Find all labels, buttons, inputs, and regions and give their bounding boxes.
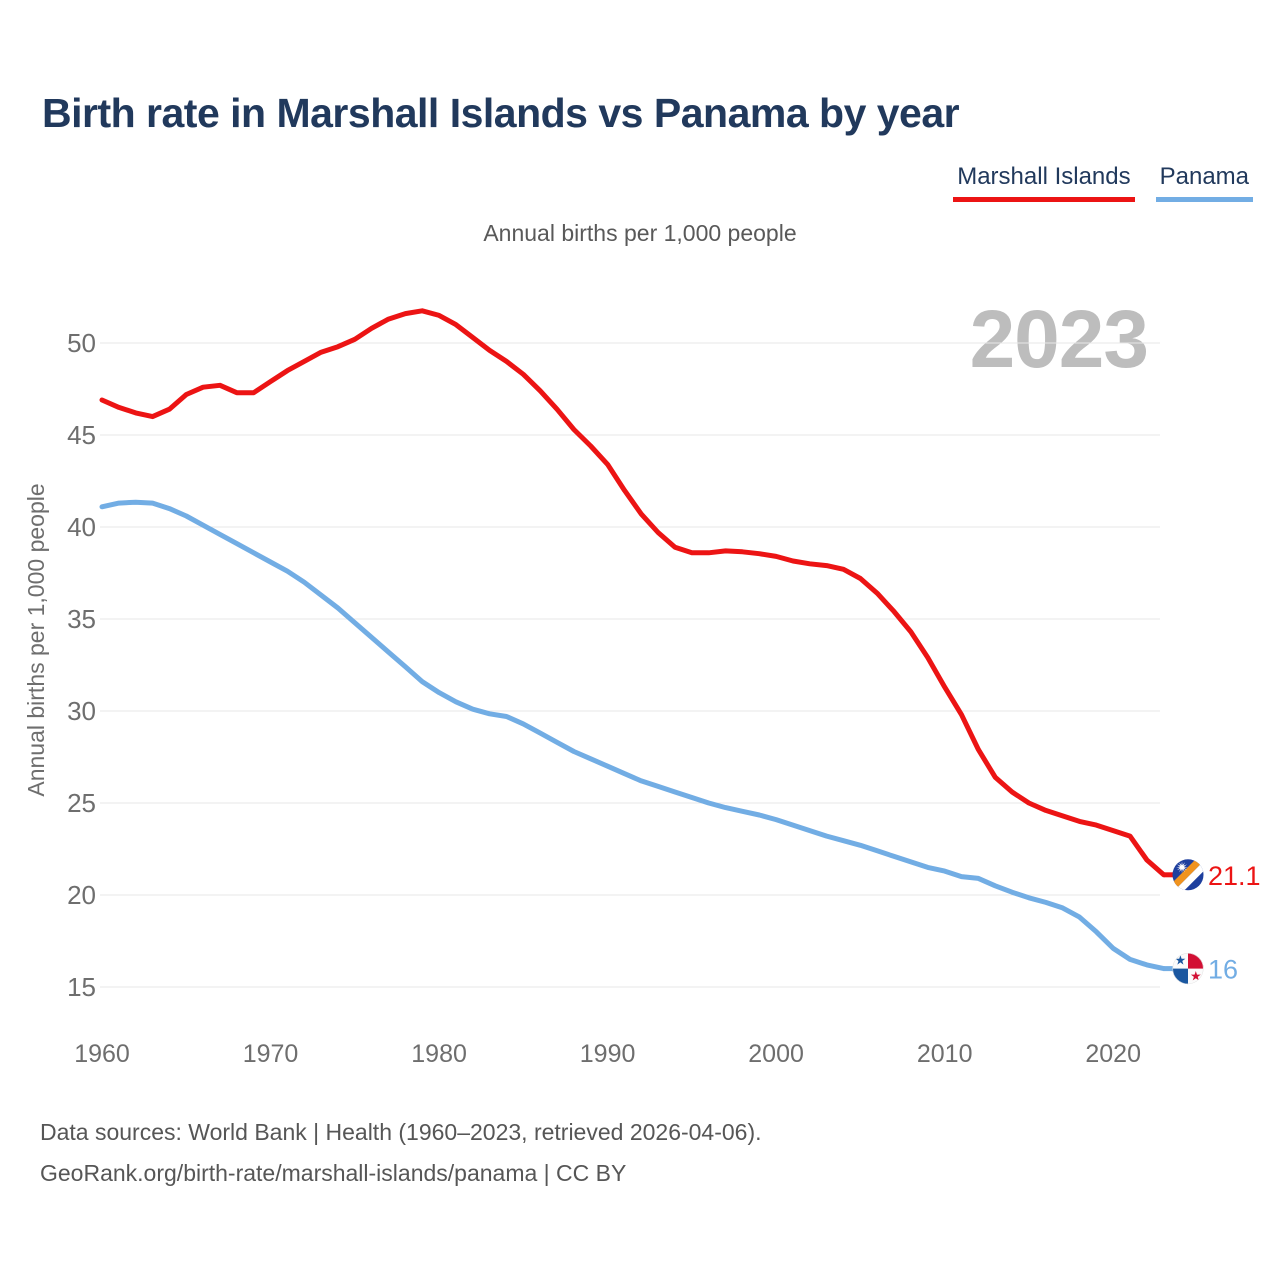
data-sources-line: Data sources: World Bank | Health (1960–…: [40, 1119, 762, 1145]
x-tick-1960: 1960: [74, 1040, 130, 1068]
marshall-islands-flag-icon: [1172, 859, 1204, 891]
marshall-islands-end-value-label: 21.1: [1208, 861, 1261, 891]
legend-item-marshall-islands[interactable]: Marshall Islands: [953, 163, 1135, 202]
panama-flag-icon: [1172, 953, 1204, 985]
legend: Marshall Islands Panama: [953, 163, 1253, 202]
y-tick-15: 15: [67, 972, 96, 1002]
panama-line[interactable]: [99, 499, 1167, 972]
x-tick-1970: 1970: [243, 1040, 299, 1068]
x-tick-1990: 1990: [580, 1040, 636, 1068]
y-axis-title: Annual births per 1,000 people: [23, 483, 49, 796]
footer: Data sources: World Bank | Health (1960–…: [40, 1112, 762, 1194]
y-tick-45: 45: [67, 420, 96, 450]
marshall-islands-line[interactable]: [99, 308, 1167, 878]
watermark-year: 2023: [970, 294, 1148, 385]
x-tick-1980: 1980: [411, 1040, 467, 1068]
x-tick-2010: 2010: [917, 1040, 973, 1068]
y-tick-25: 25: [67, 788, 96, 818]
x-tick-2000: 2000: [748, 1040, 804, 1068]
chart-subtitle: Annual births per 1,000 people: [483, 220, 797, 246]
page-title: Birth rate in Marshall Islands vs Panama…: [42, 90, 960, 136]
y-tick-30: 30: [67, 696, 96, 726]
y-tick-20: 20: [67, 880, 96, 910]
attribution-line: GeoRank.org/birth-rate/marshall-islands/…: [40, 1160, 627, 1186]
x-tick-2020: 2020: [1085, 1040, 1141, 1068]
y-tick-40: 40: [67, 512, 96, 542]
y-tick-35: 35: [67, 604, 96, 634]
panama-end-value-label: 16: [1208, 955, 1238, 985]
y-tick-50: 50: [67, 328, 96, 358]
legend-item-panama[interactable]: Panama: [1155, 163, 1253, 202]
